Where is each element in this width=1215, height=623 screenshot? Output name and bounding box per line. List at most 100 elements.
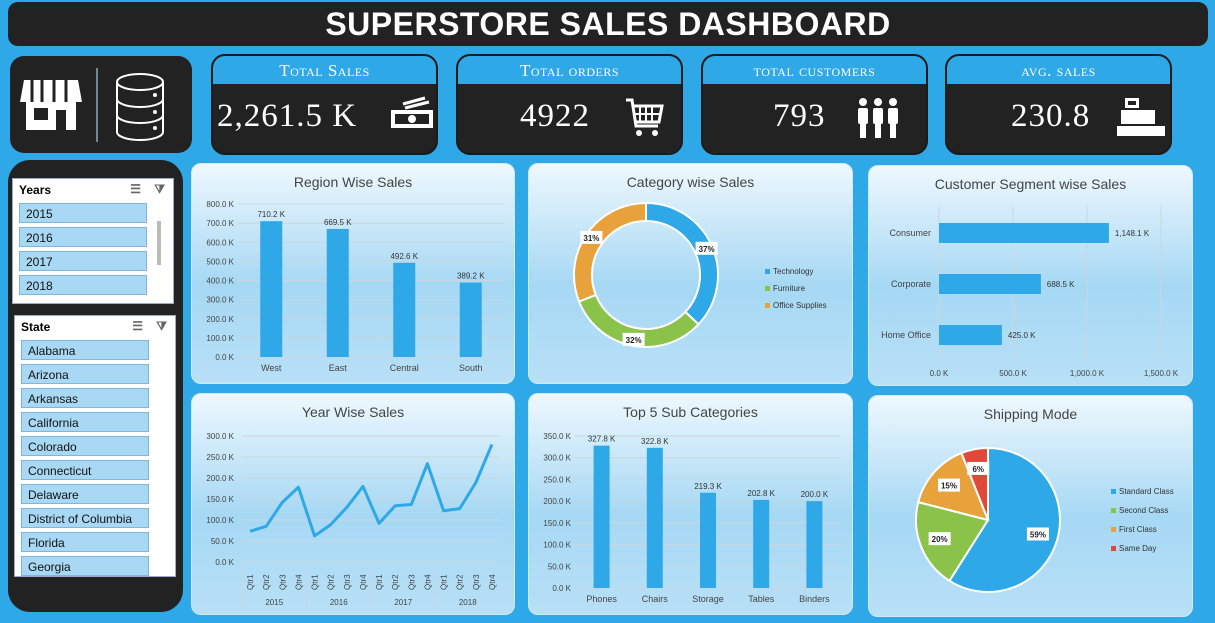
slicer-item[interactable]: Delaware [21,484,149,504]
y-tick-label: 150.0 K [206,495,234,504]
slicer-item[interactable]: Georgia [21,556,149,576]
y-tick-label: 400.0 K [206,277,234,286]
slicer-item[interactable]: 2018 [19,275,147,295]
data-label-bg [928,532,951,546]
chart-title: Region Wise Sales [293,174,413,190]
y-tick-label: 700.0 K [206,219,234,228]
kpi-value: 2,261.5 K [217,98,358,134]
slicer-item[interactable]: District of Columbia [21,508,149,528]
bar [806,501,823,588]
bar [939,274,1041,294]
year-label: 2015 [265,598,283,607]
data-label-bg [580,230,603,244]
y-tick-label: 600.0 K [206,238,234,247]
logo-panel [10,56,192,153]
bar [939,325,1002,345]
y-tick-label: 100.0 K [206,334,234,343]
x-tick-label: Qtr3 [407,574,416,590]
cash-register-icon [1117,98,1165,136]
legend-swatch [765,269,770,274]
x-tick-label: Qtr1 [246,574,255,590]
chart-title: Customer Segment wise Sales [934,176,1127,192]
slicer-item[interactable]: 2017 [19,251,147,271]
slicer-item[interactable]: Connecticut [21,460,149,480]
year-label: 2017 [394,598,412,607]
bar [939,223,1109,243]
legend-label: Standard Class [1119,487,1174,496]
clear-filter-icon[interactable]: ⧩ [156,319,167,333]
slicer-item[interactable]: Arizona [21,364,149,384]
x-tick-label: 1,500.0 K [1144,369,1179,378]
legend-swatch [765,286,770,291]
slicer-item[interactable]: Arkansas [21,388,149,408]
year-label: 2018 [459,598,477,607]
data-label: 492.6 K [390,252,418,261]
money-icon [391,96,433,128]
data-label: 200.0 K [801,490,829,499]
kpi-total-customers: total customers 793 [701,54,928,155]
chart-title: Category wise Sales [626,174,755,190]
y-tick-label: 50.0 K [548,562,572,571]
kpi-value: 793 [773,98,826,134]
y-tick-label: 300.0 K [543,454,571,463]
multi-select-icon[interactable]: ☰ [132,319,143,333]
kpi-value: 4922 [520,98,590,134]
kpi-label: Total Sales [213,56,436,84]
y-tick-label: 200.0 K [206,315,234,324]
state-slicer: State ☰ ⧩ Alabama Arizona Arkansas Californ… [14,315,176,577]
slicer-item[interactable]: 2015 [19,203,147,223]
x-tick-label: Qtr3 [343,574,352,590]
slicer-item[interactable]: 2016 [19,227,147,247]
y-tick-label: 250.0 K [543,475,571,484]
data-label: 425.0 K [1008,331,1036,340]
slicer-item[interactable]: California [21,412,149,432]
y-tick-label: 100.0 K [206,516,234,525]
data-label-bg [1026,527,1049,541]
x-tick-label: Central [390,363,419,373]
category-label: Home Office [881,330,931,340]
y-tick-label: 50.0 K [211,537,235,546]
x-tick-label: Qtr3 [278,574,287,590]
x-tick-label: Qtr1 [440,574,449,590]
clear-filter-icon[interactable]: ⧩ [154,182,165,196]
y-tick-label: 0.0 K [552,584,571,593]
people-icon [858,98,898,138]
y-tick-label: 300.0 K [206,296,234,305]
data-label: 31% [583,234,599,243]
data-label: 37% [699,245,715,254]
slicer-item[interactable]: Colorado [21,436,149,456]
data-label: 327.8 K [588,435,616,444]
y-tick-label: 200.0 K [206,474,234,483]
y-tick-label: 300.0 K [206,432,234,441]
kpi-label: Total orders [458,56,681,84]
x-tick-label: South [459,363,483,373]
bar [646,447,663,588]
legend-swatch [1111,489,1116,494]
x-tick-label: East [329,363,348,373]
bar [700,492,716,588]
y-tick-label: 500.0 K [206,257,234,266]
x-tick-label: 0.0 K [930,369,949,378]
slicer-item[interactable]: Alabama [21,340,149,360]
category-chart: Category wise Sales 37% Technology 32% Furni… [528,163,853,384]
data-label: 202.8 K [747,489,775,498]
legend-swatch [1111,527,1116,532]
bar [260,221,283,357]
chart-title: Shipping Mode [983,406,1078,422]
y-tick-label: 0.0 K [215,353,234,362]
data-label-bg [937,478,960,492]
year-label: 2016 [330,598,348,607]
x-tick-label: Qtr2 [391,574,400,590]
legend-label: First Class [1119,525,1157,534]
data-label-bg [695,241,718,255]
region-chart: Region Wise Sales 0.0 K 100.0 K 200.0 K 300.… [191,163,515,384]
scrollbar[interactable] [157,221,161,265]
bar [459,282,482,357]
x-tick-label: Qtr4 [359,574,368,590]
multi-select-icon[interactable]: ☰ [130,182,141,196]
line-series [249,443,494,538]
slicer-item[interactable]: Florida [21,532,149,552]
data-label: 688.5 K [1047,280,1075,289]
data-label: 20% [932,535,948,544]
y-tick-label: 200.0 K [543,497,571,506]
